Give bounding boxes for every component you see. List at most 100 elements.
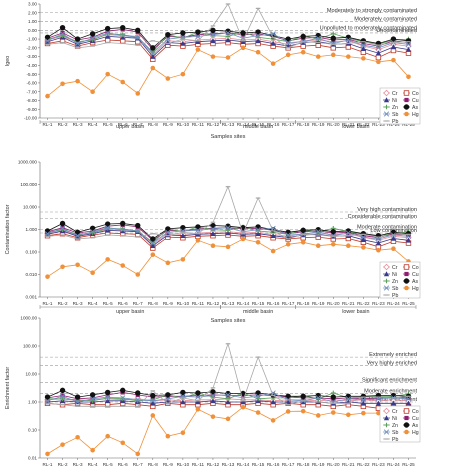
- data-point-as: [195, 390, 201, 396]
- data-point-hg: [361, 56, 366, 61]
- data-point-hg: [225, 244, 231, 250]
- data-point-as: [104, 25, 111, 32]
- data-point-ni: [120, 34, 126, 40]
- x-tick-label: RL-10: [177, 301, 190, 306]
- data-point-as: [165, 392, 171, 398]
- legend-marker-cu: [404, 415, 409, 421]
- y-tick-label: 3.00: [28, 2, 37, 7]
- y-tick-label: -5.00: [27, 72, 38, 77]
- x-tick-label: RL-12: [207, 122, 220, 127]
- x-tick-label: RL-7: [133, 301, 143, 306]
- legend-label-sb: Sb: [392, 430, 398, 436]
- data-point-ni: [105, 398, 111, 404]
- legend-marker-sb: [383, 285, 390, 291]
- x-tick-label: RL-11: [192, 301, 205, 306]
- y-tick-label: -10.00: [24, 116, 37, 121]
- legend-label-ni: Ni: [392, 272, 397, 278]
- data-point-sb: [74, 40, 81, 47]
- legend-marker-as: [403, 104, 410, 110]
- x-tick-label: RL-10: [177, 122, 190, 127]
- data-point-hg: [90, 447, 95, 453]
- data-point-ni: [225, 399, 231, 405]
- data-point-sb: [345, 396, 351, 402]
- data-point-hg: [361, 410, 366, 416]
- x-tick-label: RL-11: [192, 122, 205, 127]
- legend: Cr Co Ni Cu Zn As Sb Hg Pb: [379, 87, 421, 125]
- data-point-sb: [360, 397, 366, 403]
- data-point-ni: [210, 38, 216, 44]
- basin-label: upper basin: [116, 124, 144, 130]
- x-tick-label: RL-23: [372, 122, 385, 127]
- data-point-hg: [285, 52, 291, 58]
- x-tick-label: RL-23: [372, 301, 385, 306]
- x-tick-label: RL-6: [118, 462, 128, 467]
- legend-label-zn: Zn: [392, 423, 398, 429]
- y-tick-label: -4.00: [27, 63, 38, 68]
- data-point-as: [150, 392, 156, 399]
- data-point-hg: [270, 248, 276, 254]
- data-point-as: [120, 220, 126, 227]
- x-tick-label: RL-20: [327, 462, 340, 467]
- data-point-hg: [105, 71, 110, 77]
- x-tick-label: RL-3: [73, 301, 83, 306]
- x-tick-label: RL-14: [237, 301, 250, 306]
- threshold-label: Extremely enriched: [369, 352, 417, 358]
- data-point-hg: [165, 260, 171, 266]
- data-point-hg: [195, 406, 201, 412]
- x-tick-label: RL-25: [402, 122, 415, 127]
- x-tick-label: RL-7: [133, 462, 143, 467]
- data-point-hg: [225, 416, 231, 422]
- data-point-hg: [45, 274, 50, 279]
- data-point-sb: [150, 50, 156, 56]
- data-point-ni: [360, 236, 366, 243]
- data-point-hg: [180, 71, 186, 77]
- data-point-as: [255, 29, 261, 35]
- data-point-hg: [300, 408, 306, 414]
- legend: Cr Co Ni Cu Zn As Sb Hg Pb: [379, 405, 421, 443]
- data-point-as: [104, 389, 111, 396]
- data-point-ni: [405, 237, 412, 243]
- data-point-zn: [330, 31, 336, 37]
- data-point-sb: [165, 229, 171, 235]
- data-point-ni: [150, 400, 156, 406]
- x-tick-label: RL-15: [252, 301, 265, 306]
- data-point-hg: [150, 252, 156, 257]
- data-point-hg: [330, 410, 336, 415]
- data-point-as: [74, 394, 81, 400]
- x-tick-label: RL-5: [103, 301, 113, 306]
- legend-label-ni: Ni: [392, 416, 397, 422]
- data-point-hg: [361, 245, 366, 250]
- x-tick-label: RL-22: [357, 462, 370, 467]
- data-point-hg: [210, 54, 216, 59]
- legend-marker-co: [403, 90, 410, 96]
- x-tick-label: RL-18: [297, 301, 310, 306]
- data-point-as: [210, 27, 216, 34]
- data-point-sb: [150, 240, 156, 246]
- data-point-hg: [346, 243, 351, 249]
- legend-marker-zn: [384, 104, 389, 110]
- data-point-hg: [315, 413, 321, 418]
- data-point-sb: [360, 42, 366, 48]
- threshold-label: Unpolluted to moderately contaminated: [320, 25, 417, 31]
- x-tick-label: RL-10: [177, 462, 190, 467]
- data-point-as: [74, 36, 81, 42]
- legend-label-cu: Cu: [412, 272, 419, 278]
- data-point-zn: [225, 396, 231, 402]
- data-point-as: [89, 225, 96, 232]
- data-point-sb: [360, 234, 366, 240]
- legend-label-co: Co: [412, 409, 419, 415]
- legend-marker-co: [403, 264, 410, 270]
- data-point-hg: [300, 239, 306, 245]
- data-point-hg: [240, 45, 246, 51]
- data-point-hg: [346, 54, 351, 59]
- series-pb: [45, 342, 411, 407]
- data-point-as: [255, 224, 261, 230]
- legend-label-cr: Cr: [392, 409, 398, 415]
- x-tick-label: RL-2: [58, 301, 68, 306]
- data-point-ni: [195, 399, 201, 405]
- data-point-sb: [285, 232, 291, 238]
- data-point-sb: [285, 39, 291, 46]
- legend-label-as: As: [412, 105, 418, 111]
- data-point-ni: [195, 38, 201, 45]
- data-point-sb: [405, 41, 412, 47]
